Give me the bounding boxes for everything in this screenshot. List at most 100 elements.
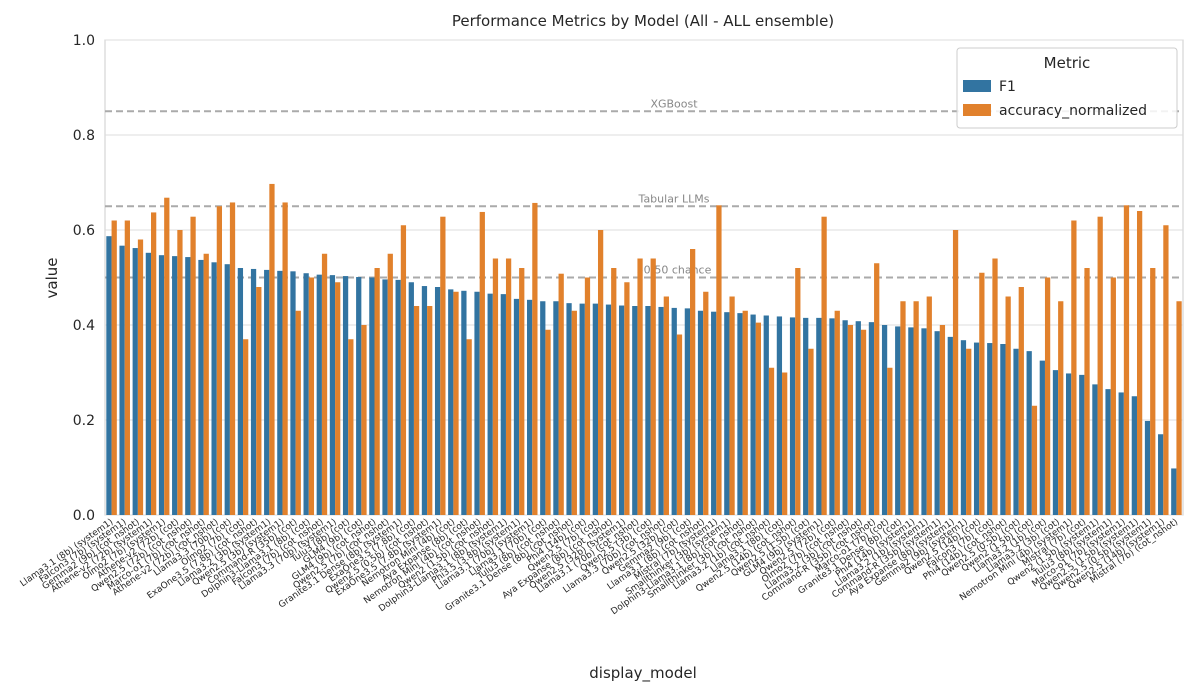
bar <box>448 289 454 515</box>
bar <box>395 279 401 515</box>
bar <box>711 311 717 515</box>
legend-swatch <box>963 104 991 116</box>
bar <box>1026 351 1032 515</box>
y-tick-label: 1.0 <box>73 33 95 49</box>
bar <box>505 258 512 515</box>
y-tick-label: 0.8 <box>73 128 95 144</box>
bar <box>808 348 814 515</box>
legend-label: F1 <box>999 79 1016 95</box>
bar <box>1118 392 1124 515</box>
legend-swatch <box>963 80 991 92</box>
bar <box>1039 360 1045 515</box>
bar <box>1176 301 1182 515</box>
bar <box>966 348 972 515</box>
bar <box>1013 348 1019 515</box>
bar <box>348 339 354 515</box>
bar <box>400 225 407 515</box>
reference-label: 50/50 chance <box>637 264 712 277</box>
bar <box>277 270 283 515</box>
bar <box>1144 420 1151 515</box>
bar <box>487 293 493 515</box>
bar <box>408 282 414 515</box>
chart-title: Performance Metrics by Model (All - ALL … <box>452 12 834 30</box>
y-tick-label: 0.2 <box>73 413 95 429</box>
bar <box>172 256 178 515</box>
bar <box>868 322 875 515</box>
bar <box>816 317 822 515</box>
bar <box>921 328 927 515</box>
bar <box>145 252 152 516</box>
bar <box>842 320 848 515</box>
y-axis-label: value <box>43 258 61 299</box>
x-tick-labels: Llama3.1 (8b) (system1)Falcon3 (7b) (sys… <box>19 517 1181 617</box>
bar <box>1044 277 1051 515</box>
bar <box>1084 268 1090 515</box>
bar <box>553 301 559 515</box>
bar <box>243 339 249 515</box>
bar <box>716 205 722 516</box>
bar <box>1150 268 1156 515</box>
bar <box>729 296 735 515</box>
bar <box>440 216 446 515</box>
bar <box>229 202 236 515</box>
bar <box>803 317 809 515</box>
bar <box>474 291 480 515</box>
bar <box>750 314 756 515</box>
bar <box>676 334 683 515</box>
bar <box>321 253 328 515</box>
bar <box>874 263 880 515</box>
bar <box>979 272 985 515</box>
bar <box>887 367 893 515</box>
bar <box>382 279 388 515</box>
bar <box>540 301 546 515</box>
bar <box>256 287 262 515</box>
bar <box>203 253 209 515</box>
bar <box>224 264 230 515</box>
bar <box>742 310 748 515</box>
bar <box>519 268 525 515</box>
legend-title: Metric <box>1044 54 1091 72</box>
bar <box>1171 468 1177 515</box>
bar <box>632 306 638 515</box>
bar <box>387 253 393 515</box>
bar <box>119 245 125 516</box>
bar <box>434 287 441 515</box>
bar <box>697 310 704 515</box>
bar <box>1065 373 1072 515</box>
bar <box>579 303 585 515</box>
bar <box>663 296 669 515</box>
bar <box>532 202 538 516</box>
bar <box>881 325 888 515</box>
bar <box>1079 374 1085 515</box>
bar <box>1071 220 1077 515</box>
bar <box>295 310 301 515</box>
bar <box>237 268 244 515</box>
bar <box>308 277 315 515</box>
bar <box>571 310 577 515</box>
bar <box>558 273 564 515</box>
bar <box>926 296 932 515</box>
bar <box>164 197 170 515</box>
bar <box>1092 384 1098 515</box>
bar <box>789 317 796 515</box>
y-tick-label: 0.0 <box>73 508 95 524</box>
bar <box>939 325 946 515</box>
bar <box>111 220 117 515</box>
bar <box>605 304 612 515</box>
bar <box>198 259 204 515</box>
bar <box>855 321 861 515</box>
bar <box>658 306 664 515</box>
bar <box>269 183 275 516</box>
bar <box>1110 277 1116 515</box>
bar <box>461 290 467 515</box>
bar <box>566 303 572 515</box>
bar <box>1158 434 1164 515</box>
bar <box>619 305 625 515</box>
bar <box>466 339 472 515</box>
bar <box>1000 344 1006 515</box>
bar <box>427 306 433 515</box>
bar <box>624 282 630 515</box>
bar <box>829 318 835 515</box>
bar <box>356 277 362 515</box>
bar <box>374 268 380 515</box>
